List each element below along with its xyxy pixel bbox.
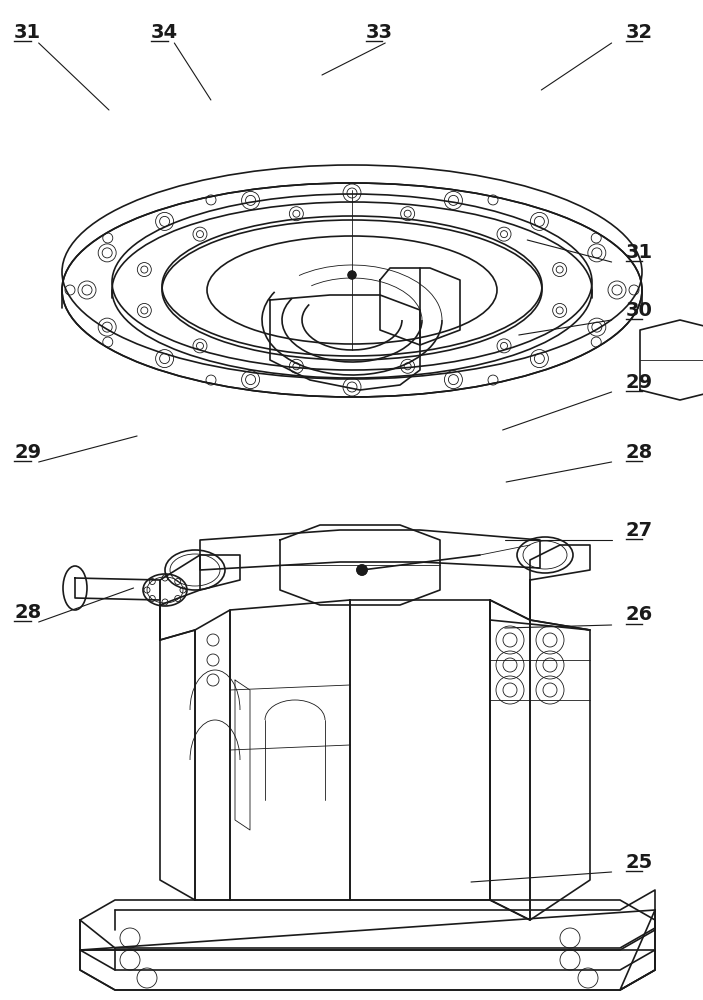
Circle shape bbox=[357, 565, 367, 575]
Text: 28: 28 bbox=[14, 602, 41, 621]
Text: 34: 34 bbox=[151, 22, 179, 41]
Text: 31: 31 bbox=[626, 242, 653, 261]
Text: 29: 29 bbox=[626, 372, 653, 391]
Text: 31: 31 bbox=[14, 22, 41, 41]
Text: 27: 27 bbox=[626, 520, 653, 540]
Text: 29: 29 bbox=[14, 442, 41, 462]
Text: 30: 30 bbox=[626, 300, 652, 320]
Text: 25: 25 bbox=[626, 852, 653, 871]
Text: 32: 32 bbox=[626, 22, 653, 41]
Text: 26: 26 bbox=[626, 605, 653, 624]
Circle shape bbox=[348, 271, 356, 279]
Text: 28: 28 bbox=[626, 442, 653, 462]
Text: 33: 33 bbox=[366, 22, 392, 41]
